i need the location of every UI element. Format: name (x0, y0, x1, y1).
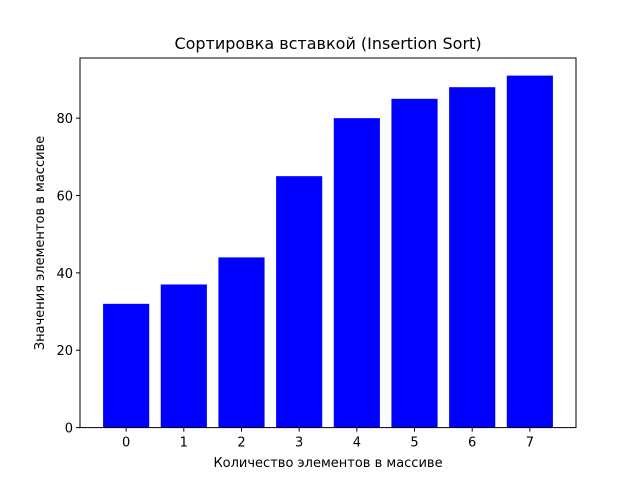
bar-2 (218, 257, 265, 428)
ticks-group: 0 1 2 3 4 5 6 7 0 20 40 60 80 (56, 112, 534, 450)
bar-7 (506, 75, 553, 428)
bar-3 (276, 176, 323, 428)
y-tick-label-60: 60 (56, 190, 73, 205)
x-tick-label-0: 0 (122, 436, 130, 451)
y-tick-label-20: 20 (56, 344, 73, 359)
bar-0 (103, 303, 150, 428)
plot-area-frame (79, 57, 577, 429)
bars-group (103, 75, 553, 428)
x-tick-label-4: 4 (353, 436, 361, 451)
x-tick-label-7: 7 (526, 436, 534, 451)
chart-title: Сортировка вставкой (Insertion Sort) (174, 34, 481, 53)
bar-6 (449, 87, 496, 428)
x-tick-label-6: 6 (468, 436, 476, 451)
x-tick-label-3: 3 (295, 436, 303, 451)
bar-5 (391, 98, 438, 428)
y-tick-label-0: 0 (65, 422, 73, 437)
x-axis-label: Количество элементов в массиве (213, 456, 442, 471)
y-tick-label-40: 40 (56, 267, 73, 282)
x-tick-label-2: 2 (237, 436, 245, 451)
y-tick-label-80: 80 (56, 112, 73, 127)
bar-4 (333, 118, 380, 428)
x-tick-label-5: 5 (410, 436, 418, 451)
x-tick-label-1: 1 (180, 436, 188, 451)
bar-1 (160, 284, 207, 428)
y-axis-label: Значения элементов в массиве (33, 136, 48, 350)
